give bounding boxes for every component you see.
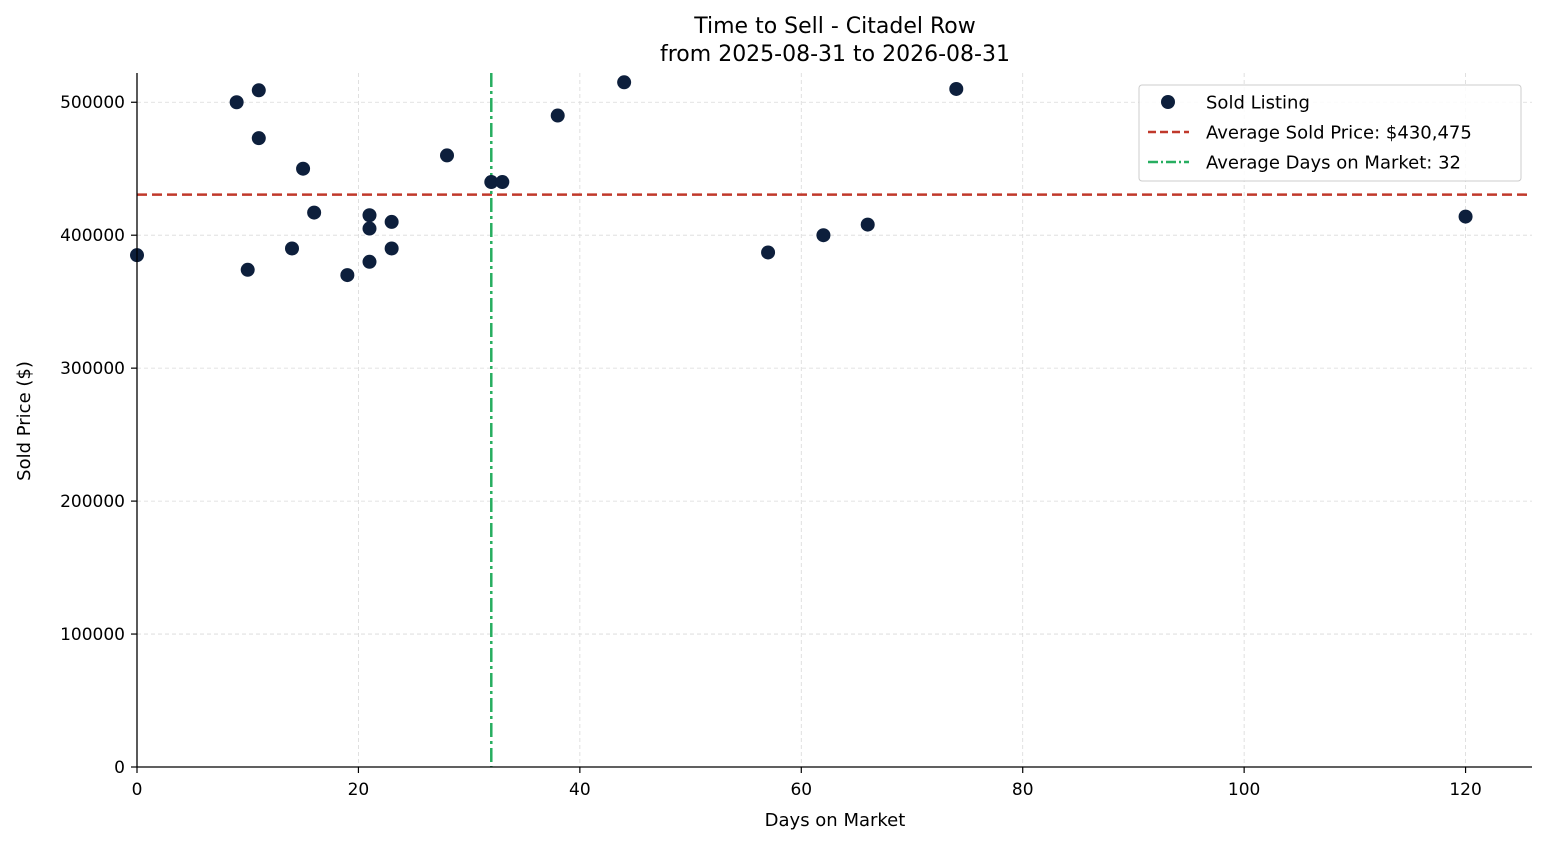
- sold-listing-point: [617, 75, 632, 90]
- sold-listing-point: [860, 217, 875, 232]
- sold-listing-point: [285, 241, 299, 256]
- sold-listing-point: [251, 83, 266, 98]
- x-tick-label: 40: [569, 780, 591, 800]
- sold-listing-point: [761, 245, 776, 260]
- sold-listing-point: [440, 148, 454, 163]
- sold-listing-point: [550, 108, 565, 123]
- x-tick-label: 80: [1012, 780, 1034, 800]
- legend-label-sold-listing: Sold Listing: [1206, 93, 1310, 114]
- sold-listing-point: [495, 175, 510, 190]
- sold-listing-point: [251, 131, 266, 146]
- legend-box: [1138, 84, 1522, 182]
- legend-label-average-days-on-market: Average Days on Market: 32: [1206, 153, 1461, 174]
- x-tick-label: 0: [132, 780, 143, 800]
- y-axis-ticks: 0 100000 200000 300000 400000 500000: [60, 93, 137, 778]
- data-points: [130, 75, 1473, 283]
- y-tick-label: 500000: [60, 93, 125, 113]
- sold-listing-point: [949, 81, 964, 96]
- sold-listing-point: [240, 262, 255, 277]
- chart-title: Time to Sell - Citadel Row: [693, 14, 976, 39]
- x-axis-ticks: 0 20 40 60 80 100 120: [132, 767, 1482, 800]
- sold-listing-point: [384, 214, 399, 229]
- sold-listing-point: [229, 95, 244, 110]
- sold-listing-point: [362, 254, 377, 269]
- sold-listing-point: [362, 208, 377, 223]
- x-axis-label: Days on Market: [765, 810, 906, 831]
- y-axis-label: Sold Price ($): [14, 361, 35, 481]
- sold-listing-point: [362, 221, 377, 236]
- y-tick-label: 300000: [60, 359, 125, 379]
- reference-lines: [137, 73, 1532, 767]
- sold-listing-point: [340, 268, 355, 283]
- legend-marker-sold-listing: [1161, 95, 1175, 109]
- x-tick-label: 60: [790, 780, 812, 800]
- sold-listing-point: [816, 228, 831, 243]
- sold-listing-point: [384, 241, 399, 256]
- legend: Sold Listing Average Sold Price: $430,47…: [1138, 84, 1522, 182]
- y-tick-label: 200000: [60, 492, 125, 512]
- chart-subtitle: from 2025-08-31 to 2026-08-31: [660, 42, 1010, 67]
- y-tick-label: 400000: [60, 226, 125, 246]
- x-tick-label: 120: [1449, 780, 1481, 800]
- x-tick-label: 20: [348, 780, 370, 800]
- y-tick-label: 100000: [60, 625, 125, 645]
- sold-listing-point: [1458, 209, 1473, 224]
- sold-listing-point: [307, 205, 322, 220]
- sold-listing-point: [296, 161, 311, 176]
- legend-label-average-sold-price: Average Sold Price: $430,475: [1206, 123, 1472, 144]
- sold-listing-point: [484, 175, 499, 190]
- y-tick-label: 0: [114, 758, 125, 778]
- x-tick-label: 100: [1228, 780, 1260, 800]
